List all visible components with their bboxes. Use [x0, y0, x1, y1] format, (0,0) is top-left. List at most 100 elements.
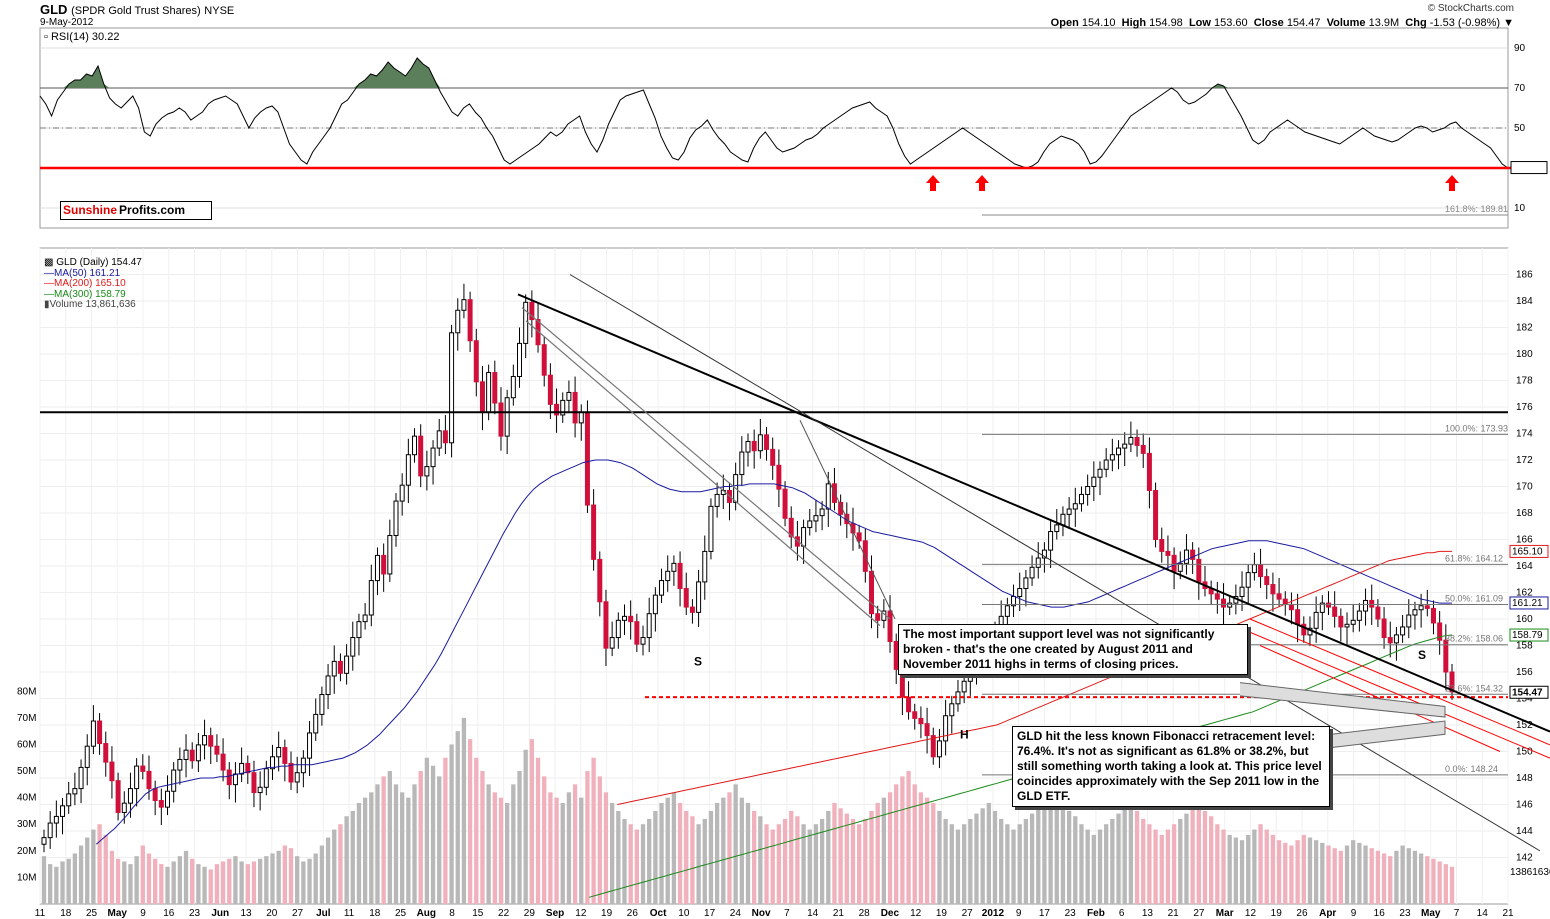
- candle-body: [1134, 436, 1140, 446]
- candle-body: [696, 581, 702, 613]
- volume-bar: [1270, 834, 1276, 904]
- candle-body: [1449, 671, 1455, 693]
- candle-body: [1239, 586, 1245, 597]
- price-value-label: 154.47: [1512, 687, 1543, 698]
- candle-body: [214, 745, 220, 755]
- volume-bar: [727, 792, 732, 904]
- x-tick-label: 19: [936, 908, 948, 919]
- candle-body: [1313, 611, 1319, 629]
- volume-bar: [869, 810, 874, 904]
- candle-body: [584, 411, 590, 506]
- volume-bar: [1264, 829, 1269, 904]
- candle-body: [418, 435, 424, 477]
- x-tick-label: 12: [910, 908, 922, 919]
- volume-bar: [257, 858, 263, 904]
- candle-body: [1140, 444, 1146, 454]
- annotation-pointer: [1239, 682, 1446, 718]
- candle-body: [47, 822, 53, 839]
- volume-bar: [1122, 808, 1127, 904]
- x-tick-label: 17: [1039, 908, 1051, 919]
- candle-body: [807, 520, 813, 529]
- volume-bar: [572, 784, 578, 904]
- trend-line: [1249, 618, 1550, 746]
- volume-bar: [78, 845, 84, 904]
- volume-bar: [887, 792, 893, 904]
- volume-bar: [91, 829, 96, 904]
- logo-part-2: Profits.com: [119, 203, 186, 217]
- candle-icon: ▩: [44, 257, 54, 268]
- candle-body: [171, 769, 177, 792]
- volume-bar: [1079, 824, 1084, 904]
- volume-bar: [301, 861, 306, 904]
- candle-body: [257, 786, 263, 794]
- candle-body: [634, 621, 640, 645]
- chevron-down-icon[interactable]: ▼: [1503, 17, 1514, 29]
- volume-bar: [863, 818, 868, 904]
- candle-body: [745, 440, 751, 453]
- candle-body: [1325, 602, 1331, 608]
- candle-body: [331, 660, 337, 677]
- volume-bar: [115, 858, 121, 904]
- candle-body: [344, 655, 350, 674]
- fibonacci-annotation: GLD hit the less known Fibonacci retrace…: [1012, 726, 1330, 807]
- volume-bar: [1357, 842, 1362, 904]
- candle-body: [183, 749, 189, 760]
- volume-bar: [140, 845, 145, 904]
- volume-bar: [1029, 813, 1035, 904]
- volume-bar: [455, 731, 460, 904]
- volume-bar: [449, 744, 454, 904]
- candle-body: [90, 720, 96, 747]
- volume-bar: [1381, 853, 1387, 904]
- trend-line: [569, 274, 1541, 852]
- candle-body: [961, 680, 967, 693]
- volume-value-label: 13861636: [1510, 867, 1550, 878]
- fib-level-label: 50.0%: 161.09: [1445, 594, 1503, 604]
- candle-body: [597, 558, 603, 603]
- fib-level-label: 38.2%: 158.06: [1445, 634, 1503, 644]
- candle-body: [930, 735, 936, 758]
- candle-body: [578, 411, 584, 424]
- candle-body: [535, 319, 541, 346]
- candle-body: [1356, 610, 1362, 621]
- candle-body: [1041, 549, 1047, 559]
- volume-bar: [443, 757, 448, 904]
- volume-bar: [1134, 810, 1140, 904]
- x-tick-label: 9: [1016, 908, 1022, 919]
- volume-bar: [1141, 818, 1146, 904]
- rsi-tick-label: 50: [1514, 123, 1526, 134]
- candle-body: [405, 454, 411, 486]
- volume-bar: [1017, 824, 1022, 904]
- volume-bar: [505, 802, 510, 904]
- volume-bar: [585, 771, 590, 904]
- x-tick-label: 11: [35, 908, 46, 919]
- candle-body: [646, 613, 652, 639]
- candle-body: [739, 451, 745, 476]
- volume-bar: [1425, 856, 1430, 904]
- x-tick-label: May: [1421, 908, 1441, 919]
- volume-bar: [1171, 824, 1177, 904]
- volume-bar: [313, 853, 318, 904]
- candle-body: [825, 483, 831, 510]
- volume-bar: [1307, 837, 1313, 904]
- volume-bar: [1431, 858, 1436, 904]
- quote-change: -1.53 (-0.98%): [1429, 17, 1501, 29]
- candle-body: [1375, 606, 1381, 620]
- volume-bar: [579, 797, 584, 904]
- red-arrow-icon: [926, 175, 940, 191]
- price-legend: ▩ GLD (Daily) 154.47 —MA(50) 161.21 —MA(…: [44, 257, 142, 311]
- candle-body: [1338, 615, 1344, 628]
- volume-bar: [838, 808, 843, 904]
- x-tick-label: Jun: [211, 908, 229, 919]
- legend-price: ▩ GLD (Daily) 154.47: [44, 257, 142, 268]
- volume-bar: [616, 810, 621, 904]
- candle-body: [1066, 508, 1072, 515]
- pattern-label: S: [694, 654, 702, 668]
- volume-bar: [412, 784, 417, 904]
- x-tick-label: 19: [601, 908, 613, 919]
- candle-body: [165, 790, 171, 808]
- candle-body: [202, 735, 208, 746]
- volume-bar: [1394, 850, 1399, 904]
- quote-volume: 13.9M: [1368, 17, 1400, 29]
- candle-body: [1085, 486, 1091, 495]
